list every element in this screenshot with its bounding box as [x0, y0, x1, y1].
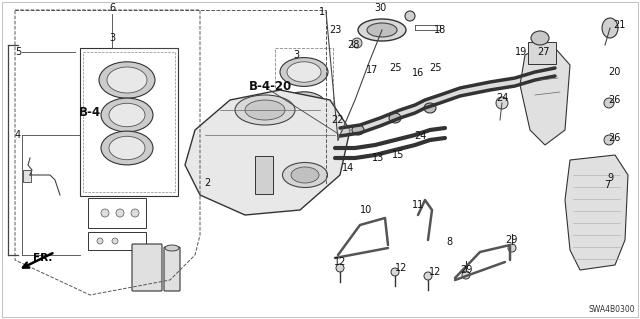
Text: 8: 8 [446, 237, 452, 247]
Bar [80, 48, 178, 196]
Text: FR.: FR. [33, 253, 52, 263]
Text: 21: 21 [613, 20, 625, 30]
Ellipse shape [604, 98, 614, 108]
Text: 13: 13 [372, 153, 384, 163]
Bar [83, 52, 175, 192]
Text: 4: 4 [15, 130, 21, 140]
Circle shape [405, 11, 415, 21]
Ellipse shape [531, 31, 549, 45]
Text: 16: 16 [412, 68, 424, 78]
Text: 6: 6 [109, 3, 115, 13]
Circle shape [131, 209, 139, 217]
Text: 28: 28 [347, 40, 359, 50]
Ellipse shape [389, 113, 401, 123]
Text: 29: 29 [505, 235, 517, 245]
Text: 26: 26 [608, 133, 620, 143]
Ellipse shape [280, 58, 328, 86]
Text: 25: 25 [388, 63, 401, 73]
Ellipse shape [289, 96, 319, 114]
Text: 30: 30 [374, 3, 386, 13]
Text: 26: 26 [608, 95, 620, 105]
Text: 5: 5 [15, 47, 21, 57]
Text: 18: 18 [434, 25, 446, 35]
Ellipse shape [235, 95, 295, 125]
Ellipse shape [358, 19, 406, 41]
Text: 9: 9 [607, 173, 613, 183]
Text: 24: 24 [496, 93, 508, 103]
Ellipse shape [282, 92, 326, 118]
Text: 25: 25 [429, 63, 442, 73]
Bar [275, 48, 333, 160]
Circle shape [391, 268, 399, 276]
Text: 23: 23 [329, 25, 341, 35]
Ellipse shape [291, 167, 319, 183]
Ellipse shape [352, 125, 364, 135]
Bar [255, 156, 273, 194]
Text: 17: 17 [366, 65, 378, 75]
Polygon shape [340, 68, 555, 136]
Text: 1: 1 [319, 7, 325, 17]
Text: 29: 29 [460, 265, 472, 275]
Polygon shape [565, 155, 628, 270]
Ellipse shape [602, 18, 618, 38]
Ellipse shape [289, 126, 319, 144]
Text: 12: 12 [395, 263, 407, 273]
Text: 12: 12 [334, 257, 346, 267]
Text: 11: 11 [412, 200, 424, 210]
Ellipse shape [99, 62, 155, 98]
FancyBboxPatch shape [164, 247, 180, 291]
Circle shape [97, 238, 103, 244]
Text: 19: 19 [515, 47, 527, 57]
Circle shape [101, 209, 109, 217]
Text: 15: 15 [392, 150, 404, 160]
Text: SWA4B0300: SWA4B0300 [588, 305, 635, 314]
Ellipse shape [107, 67, 147, 93]
Circle shape [112, 238, 118, 244]
Circle shape [508, 244, 516, 252]
Text: 24: 24 [414, 131, 426, 141]
Text: 20: 20 [608, 67, 620, 77]
Polygon shape [185, 90, 350, 215]
Text: 22: 22 [332, 115, 344, 125]
Text: B-4-20: B-4-20 [248, 80, 292, 93]
Ellipse shape [101, 131, 153, 165]
Ellipse shape [367, 23, 397, 37]
Text: 14: 14 [342, 163, 354, 173]
Ellipse shape [604, 135, 614, 145]
Circle shape [424, 272, 432, 280]
Text: 7: 7 [604, 180, 610, 190]
Ellipse shape [282, 162, 328, 188]
Circle shape [116, 209, 124, 217]
Polygon shape [520, 48, 570, 145]
Bar [23, 170, 31, 182]
Ellipse shape [101, 98, 153, 132]
Ellipse shape [109, 103, 145, 127]
Ellipse shape [424, 103, 436, 113]
Ellipse shape [109, 136, 145, 160]
Text: 3: 3 [109, 33, 115, 43]
Text: B-4: B-4 [79, 107, 101, 120]
Text: 3: 3 [293, 50, 299, 60]
Text: 2: 2 [204, 178, 210, 188]
Circle shape [462, 271, 470, 279]
Text: 10: 10 [360, 205, 372, 215]
Ellipse shape [287, 62, 321, 82]
Text: 12: 12 [429, 267, 441, 277]
Ellipse shape [165, 245, 179, 251]
Bar [528, 42, 556, 64]
Text: 27: 27 [537, 47, 549, 57]
Circle shape [352, 38, 362, 48]
Ellipse shape [245, 100, 285, 120]
Circle shape [496, 97, 508, 109]
FancyBboxPatch shape [132, 244, 162, 291]
Ellipse shape [282, 122, 326, 148]
Bar [88, 232, 146, 250]
Bar [88, 198, 146, 228]
Circle shape [336, 264, 344, 272]
